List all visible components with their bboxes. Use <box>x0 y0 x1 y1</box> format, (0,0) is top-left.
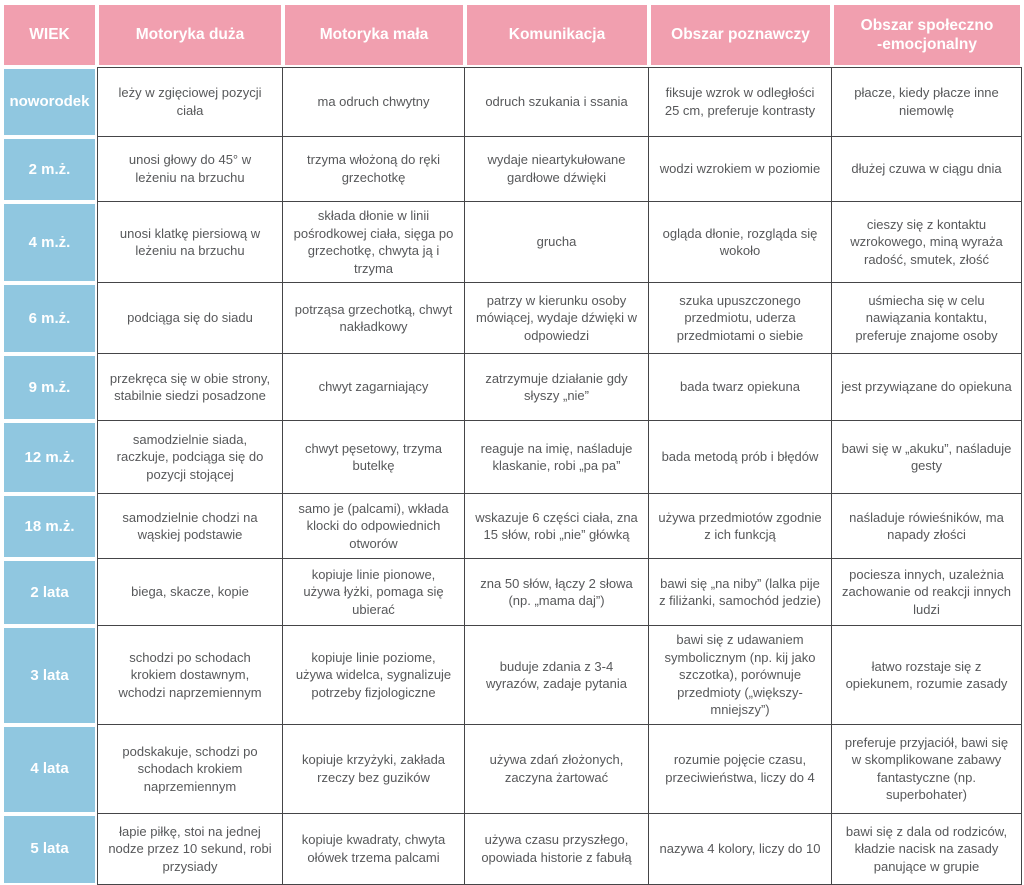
body-cell: uśmiecha się w celu nawiązania kontaktu,… <box>832 283 1022 355</box>
milestones-table: WIEK Motoryka duża Motoryka mała Komunik… <box>2 3 1022 885</box>
body-cell: schodzi po schodach krokiem dostawnym, w… <box>97 626 283 725</box>
body-cell: naśladuje rówieśników, ma napady złości <box>832 494 1022 560</box>
age-cell: 4 lata <box>2 724 97 814</box>
table-row: 2 lata biega, skacze, kopie kopiuje lini… <box>2 559 1022 627</box>
body-cell: samodzielnie siada, raczkuje, podciąga s… <box>97 421 283 495</box>
body-cell: zatrzymuje działanie gdy słyszy „nie” <box>465 354 649 422</box>
body-cell: łapie piłkę, stoi na jednej nodze przez … <box>97 813 283 885</box>
body-cell: bawi się z udawaniem symbolicznym (np. k… <box>649 626 832 725</box>
body-cell: trzyma włożoną do ręki grzechotkę <box>283 137 465 202</box>
table-row: noworodek leży w zgięciowej pozycji ciał… <box>2 67 1022 137</box>
body-cell: kopiuje kwadraty, chwyta ołówek trzema p… <box>283 813 465 885</box>
age-cell: 2 m.ż. <box>2 137 97 202</box>
body-cell: kopiuje linie pionowe, używa łyżki, poma… <box>283 559 465 627</box>
body-cell: bada twarz opiekuna <box>649 354 832 422</box>
body-cell: chwyt zagarniający <box>283 354 465 422</box>
table-row: 4 m.ż. unosi klatkę piersiową w leżeniu … <box>2 202 1022 284</box>
body-cell: potrząsa grzechotką, chwyt nakładkowy <box>283 283 465 355</box>
body-cell: przekręca się w obie strony, stabilnie s… <box>97 354 283 422</box>
body-cell: kopiuje linie poziome, używa widelca, sy… <box>283 626 465 725</box>
body-cell: preferuje przyjaciół, bawi się w skompli… <box>832 724 1022 814</box>
body-cell: składa dłonie w linii pośrodkowej ciała,… <box>283 202 465 284</box>
body-cell: rozumie pojęcie czasu, przeciwieństwa, l… <box>649 724 832 814</box>
body-cell: cieszy się z kontaktu wzrokowego, miną w… <box>832 202 1022 284</box>
body-cell: bawi się „na niby” (lalka pije z filiżan… <box>649 559 832 627</box>
table-row: 9 m.ż. przekręca się w obie strony, stab… <box>2 354 1022 422</box>
milestones-page: WIEK Motoryka duża Motoryka mała Komunik… <box>2 3 1022 885</box>
body-cell: buduje zdania z 3-4 wyrazów, zadaje pyta… <box>465 626 649 725</box>
body-cell: wodzi wzrokiem w poziomie <box>649 137 832 202</box>
body-cell: biega, skacze, kopie <box>97 559 283 627</box>
age-cell: 2 lata <box>2 559 97 627</box>
body-cell: zna 50 słów, łączy 2 słowa (np. „mama da… <box>465 559 649 627</box>
column-header-obszar-spoleczno-emocjonalny: Obszar społeczno -emocjonalny <box>832 3 1022 67</box>
body-cell: dłużej czuwa w ciągu dnia <box>832 137 1022 202</box>
table-row: 4 lata podskakuje, schodzi po schodach k… <box>2 724 1022 814</box>
body-cell: bada metodą prób i błędów <box>649 421 832 495</box>
age-cell: 18 m.ż. <box>2 494 97 560</box>
age-cell: 5 lata <box>2 813 97 885</box>
column-header-motoryka-duza: Motoryka duża <box>97 3 283 67</box>
body-cell: ogląda dłonie, rozgląda się wokoło <box>649 202 832 284</box>
body-cell: płacze, kiedy płacze inne niemowlę <box>832 67 1022 137</box>
body-cell: szuka upuszczonego przedmiotu, uderza pr… <box>649 283 832 355</box>
age-cell: 6 m.ż. <box>2 283 97 355</box>
body-cell: nazywa 4 kolory, liczy do 10 <box>649 813 832 885</box>
age-cell: 9 m.ż. <box>2 354 97 422</box>
body-cell: bawi się z dala od rodziców, kładzie nac… <box>832 813 1022 885</box>
table-body: noworodek leży w zgięciowej pozycji ciał… <box>2 67 1022 885</box>
table-row: 3 lata schodzi po schodach krokiem dosta… <box>2 626 1022 725</box>
body-cell: używa zdań złożonych, zaczyna żartować <box>465 724 649 814</box>
body-cell: odruch szukania i ssania <box>465 67 649 137</box>
body-cell: ma odruch chwytny <box>283 67 465 137</box>
table-row: 2 m.ż. unosi głowy do 45° w leżeniu na b… <box>2 137 1022 202</box>
body-cell: używa czasu przyszłego, opowiada histori… <box>465 813 649 885</box>
body-cell: wydaje nieartykułowane gardłowe dźwięki <box>465 137 649 202</box>
table-row: 5 lata łapie piłkę, stoi na jednej nodze… <box>2 813 1022 885</box>
body-cell: patrzy w kierunku osoby mówiącej, wydaje… <box>465 283 649 355</box>
body-cell: leży w zgięciowej pozycji ciała <box>97 67 283 137</box>
body-cell: łatwo rozstaje się z opiekunem, rozumie … <box>832 626 1022 725</box>
body-cell: unosi klatkę piersiową w leżeniu na brzu… <box>97 202 283 284</box>
table-row: 18 m.ż. samodzielnie chodzi na wąskiej p… <box>2 494 1022 560</box>
body-cell: reaguje na imię, naśladuje klaskanie, ro… <box>465 421 649 495</box>
body-cell: samodzielnie chodzi na wąskiej podstawie <box>97 494 283 560</box>
body-cell: pociesza innych, uzależnia zachowanie od… <box>832 559 1022 627</box>
body-cell: podskakuje, schodzi po schodach krokiem … <box>97 724 283 814</box>
body-cell: samo je (palcami), wkłada klocki do odpo… <box>283 494 465 560</box>
age-cell: noworodek <box>2 67 97 137</box>
column-header-wiek: WIEK <box>2 3 97 67</box>
table-header: WIEK Motoryka duża Motoryka mała Komunik… <box>2 3 1022 67</box>
body-cell: jest przywiązane do opiekuna <box>832 354 1022 422</box>
body-cell: kopiuje krzyżyki, zakłada rzeczy bez guz… <box>283 724 465 814</box>
body-cell: używa przedmiotów zgodnie z ich funkcją <box>649 494 832 560</box>
body-cell: chwyt pęsetowy, trzyma butelkę <box>283 421 465 495</box>
body-cell: wskazuje 6 części ciała, zna 15 słów, ro… <box>465 494 649 560</box>
age-cell: 12 m.ż. <box>2 421 97 495</box>
header-row: WIEK Motoryka duża Motoryka mała Komunik… <box>2 3 1022 67</box>
body-cell: unosi głowy do 45° w leżeniu na brzuchu <box>97 137 283 202</box>
body-cell: fiksuje wzrok w odległości 25 cm, prefer… <box>649 67 832 137</box>
table-row: 6 m.ż. podciąga się do siadu potrząsa gr… <box>2 283 1022 355</box>
body-cell: podciąga się do siadu <box>97 283 283 355</box>
age-cell: 3 lata <box>2 626 97 725</box>
body-cell: bawi się w „akuku”, naśladuje gesty <box>832 421 1022 495</box>
column-header-motoryka-mala: Motoryka mała <box>283 3 465 67</box>
column-header-obszar-poznawczy: Obszar poznawczy <box>649 3 832 67</box>
body-cell: grucha <box>465 202 649 284</box>
column-header-komunikacja: Komunikacja <box>465 3 649 67</box>
age-cell: 4 m.ż. <box>2 202 97 284</box>
table-row: 12 m.ż. samodzielnie siada, raczkuje, po… <box>2 421 1022 495</box>
